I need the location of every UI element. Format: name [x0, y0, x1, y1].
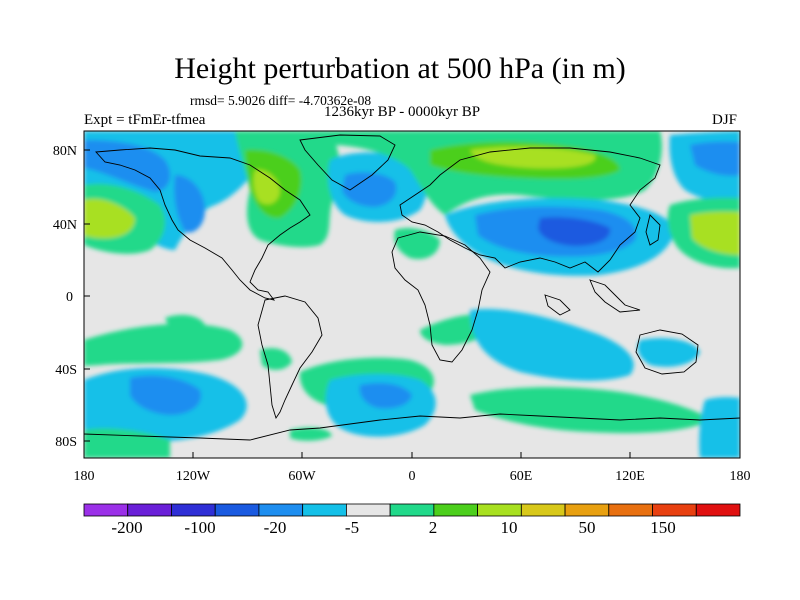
anomaly-region: [84, 428, 170, 458]
colorbar-label: 50: [579, 518, 596, 537]
colorbar-label: -100: [184, 518, 215, 537]
lat-axis: 80N 40N 0 40S 80S: [53, 144, 90, 450]
anomaly-region: [359, 383, 412, 409]
anomaly-region: [538, 217, 611, 246]
anomaly-region: [84, 198, 135, 239]
coastline-greenland: [299, 134, 396, 191]
colorbar-swatch: [214, 503, 260, 517]
anomaly-region: [690, 141, 740, 176]
coastline-africa: [391, 231, 491, 363]
colorbar-swatch: [564, 503, 610, 517]
coastline-south-america: [257, 295, 323, 420]
colorbar-swatch: [477, 503, 522, 517]
anomaly-region: [470, 309, 634, 381]
colorbar: [83, 503, 741, 517]
colorbar-swatch: [433, 503, 478, 517]
anomaly-region: [84, 140, 171, 192]
experiment-label: Expt = tFmEr-tfmea: [84, 112, 206, 128]
lat-label: 80N: [53, 144, 77, 159]
lon-label: 0: [409, 469, 416, 484]
lon-label: 120E: [615, 469, 645, 484]
lat-label: 40S: [55, 363, 77, 378]
anomaly-region: [690, 211, 740, 255]
colorbar-swatch: [83, 503, 129, 517]
lon-label: 60E: [510, 469, 533, 484]
colorbar-swatch: [345, 503, 391, 517]
coastline-maritime: [589, 279, 641, 313]
contour-field: [84, 131, 740, 458]
coastline-north-america: [95, 147, 311, 301]
colorbar-label: -200: [111, 518, 142, 537]
anomaly-region: [290, 427, 332, 441]
lat-label: 40N: [53, 218, 77, 233]
anomaly-region: [84, 323, 243, 366]
anomaly-region: [253, 169, 280, 205]
colorbar-swatch: [652, 503, 697, 517]
anomaly-region: [470, 387, 710, 434]
anomaly-region: [174, 175, 205, 233]
colorbar-swatch: [608, 503, 653, 517]
coastline-eurasia: [399, 147, 661, 273]
colorbar-swatch: [171, 503, 216, 517]
colorbar-swatch: [389, 503, 435, 517]
coastline-australia: [635, 329, 699, 375]
lon-label: 60W: [288, 469, 316, 484]
colorbar-label: 10: [501, 518, 518, 537]
coastline-japan: [645, 214, 661, 246]
lon-label: 120W: [176, 469, 211, 484]
colorbar-swatch: [258, 503, 304, 517]
lon-axis: 180 120W 60W 0 60E 120E 180: [74, 452, 751, 484]
colorbar-label: 150: [650, 518, 676, 537]
season-label: DJF: [712, 112, 738, 128]
anomaly-region: [130, 375, 201, 415]
anomaly-region: [699, 397, 740, 458]
colorbar-swatch: [302, 503, 347, 517]
colorbar-swatch: [520, 503, 566, 517]
colorbar-label: -20: [264, 518, 287, 537]
lon-label: 180: [74, 469, 95, 484]
colorbar-label: -5: [345, 518, 359, 537]
anomaly-region: [165, 314, 205, 336]
coastlines: [84, 134, 740, 441]
lon-label: 180: [730, 469, 751, 484]
plot-title: Height perturbation at 500 hPa (in m): [174, 52, 626, 85]
anomaly-region: [342, 172, 397, 207]
colorbar-swatch: [127, 503, 172, 517]
period-label: 1236kyr BP - 0000kyr BP: [323, 104, 481, 120]
coastline-antarctica: [84, 413, 740, 441]
stats-label: rmsd= 5.9026 diff= -4.70362e-08: [190, 93, 372, 108]
colorbar-swatch: [695, 503, 741, 517]
anomaly-region: [637, 338, 700, 367]
lat-label: 0: [66, 290, 73, 305]
colorbar-labels: -200 -100 -20 -5 2 10 50 150: [111, 518, 675, 537]
anomaly-region: [470, 146, 596, 169]
colorbar-label: 2: [429, 518, 438, 537]
lat-label: 80S: [55, 435, 77, 450]
coastline-maritime: [544, 294, 571, 316]
